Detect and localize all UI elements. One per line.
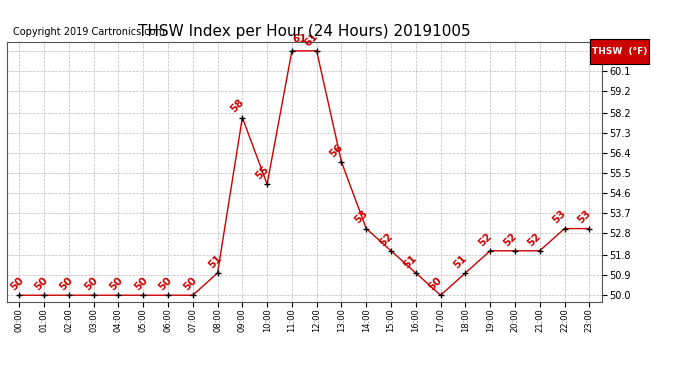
Text: 50: 50 xyxy=(58,275,75,292)
Text: 50: 50 xyxy=(426,275,444,292)
Text: 53: 53 xyxy=(353,209,370,226)
Text: 56: 56 xyxy=(328,142,345,159)
Text: 52: 52 xyxy=(377,231,395,248)
Text: 50: 50 xyxy=(33,275,50,292)
Text: 50: 50 xyxy=(108,275,125,292)
Text: 51: 51 xyxy=(402,253,420,270)
Text: 52: 52 xyxy=(526,231,543,248)
Text: 50: 50 xyxy=(181,275,199,292)
Text: 61: 61 xyxy=(303,31,320,48)
Text: 52: 52 xyxy=(501,231,518,248)
Text: 53: 53 xyxy=(551,209,568,226)
Text: Copyright 2019 Cartronics.com: Copyright 2019 Cartronics.com xyxy=(13,27,165,37)
Text: 52: 52 xyxy=(476,231,493,248)
Text: 51: 51 xyxy=(206,253,224,270)
Text: 50: 50 xyxy=(8,275,26,292)
Text: THSW  (°F): THSW (°F) xyxy=(591,47,647,56)
Text: 53: 53 xyxy=(575,209,593,226)
Title: THSW Index per Hour (24 Hours) 20191005: THSW Index per Hour (24 Hours) 20191005 xyxy=(138,24,471,39)
Text: 58: 58 xyxy=(228,98,246,115)
Text: 50: 50 xyxy=(157,275,174,292)
Text: 50: 50 xyxy=(132,275,150,292)
Text: 61: 61 xyxy=(292,34,306,44)
Text: 55: 55 xyxy=(253,164,270,182)
Text: 50: 50 xyxy=(83,275,100,292)
Text: 51: 51 xyxy=(451,253,469,270)
